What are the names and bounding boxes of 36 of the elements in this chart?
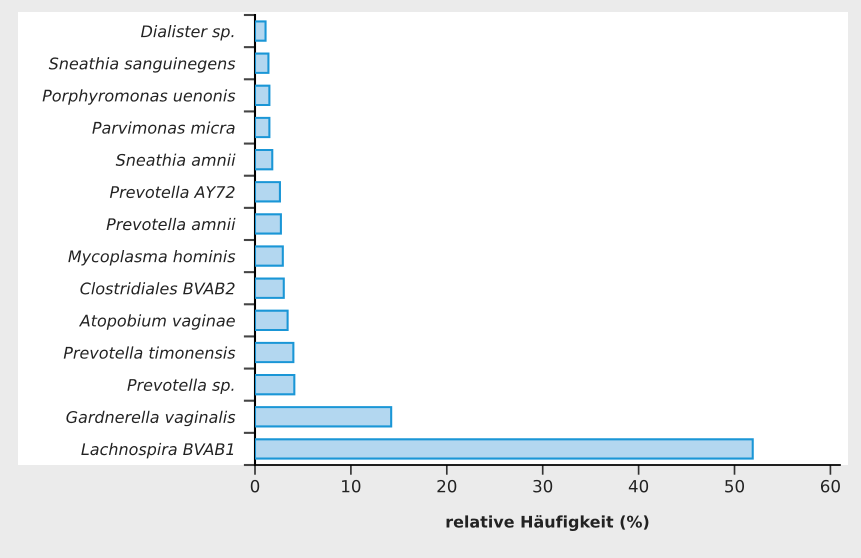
y-tick-label: Sneathia amnii — [116, 154, 236, 166]
y-tick-label: Prevotella AY72 — [110, 186, 235, 198]
y-tick-label: Sneathia sanguinegens — [48, 57, 236, 73]
y-tick-label: Gardnerella vaginalis — [66, 410, 236, 426]
bar — [255, 310, 289, 332]
y-tick-label: Prevotella sp. — [127, 378, 234, 394]
bar — [255, 278, 285, 299]
y-tick-label: Prevotella timonensis — [64, 346, 236, 359]
bar — [255, 148, 274, 170]
y-tick-label: Mycoplasma hominis — [68, 250, 236, 266]
y-tick-label: Parvimonas micra — [92, 121, 235, 134]
x-tick-label: 40 — [628, 480, 648, 492]
bar — [255, 52, 270, 74]
bar — [255, 374, 296, 396]
x-tick-label: 10 — [342, 480, 360, 492]
bar — [255, 406, 392, 428]
x-axis-title: relative Häufigkeit (%) — [446, 515, 648, 531]
y-tick-label: Atopobium vaginae — [78, 314, 235, 330]
bar — [255, 116, 270, 138]
y-tick-label: Dialister sp. — [141, 25, 234, 40]
bar — [255, 245, 284, 267]
bar — [255, 181, 281, 202]
bar — [255, 20, 267, 42]
bar — [255, 438, 754, 460]
bar — [255, 84, 270, 106]
x-tick-label: 60 — [820, 480, 840, 492]
x-tick-label: 0 — [250, 480, 260, 492]
bar — [255, 213, 282, 235]
y-tick-label: Lachnospira BVAB1 — [81, 442, 234, 458]
y-tick-label: Prevotella amnii — [106, 218, 236, 230]
x-tick-label: 50 — [725, 480, 744, 492]
x-tick-label: 30 — [533, 480, 552, 492]
x-tick-label: 20 — [437, 480, 456, 492]
y-tick-label: Clostridiales BVAB2 — [80, 282, 235, 295]
bar — [255, 342, 294, 364]
y-tick-label: Porphyromonas uenonis — [42, 89, 236, 105]
